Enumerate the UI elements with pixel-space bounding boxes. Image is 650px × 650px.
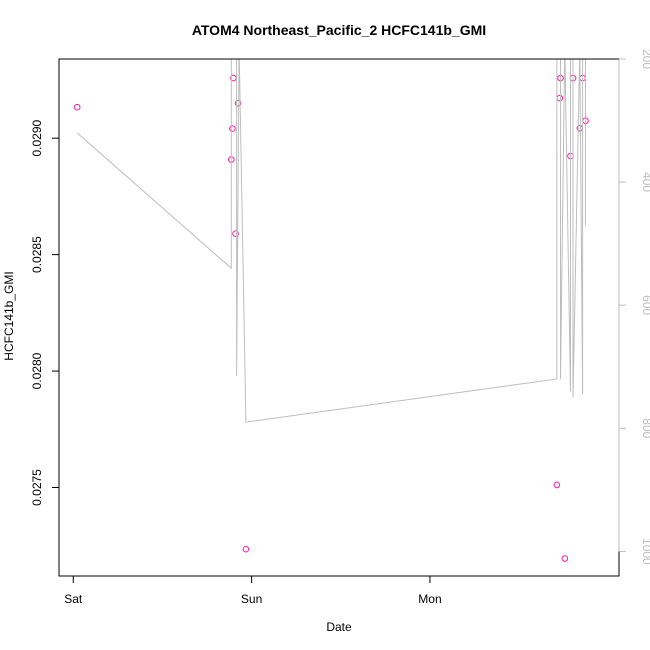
pressure-line [76,59,586,423]
data-point [232,230,239,237]
x-tick-label: Mon [418,592,441,606]
data-point [556,94,564,102]
x-axis-label: Date [326,620,352,634]
data-point [234,99,242,107]
y-tick-label: 0.0290 [30,120,44,157]
data-point [229,125,236,132]
y-tick-label: 0.0285 [30,236,44,273]
y2-tick-label: 400 [640,172,650,192]
y2-tick-label: 800 [640,418,650,438]
y-axis-label: HCFC141b_GMI [2,271,16,360]
plot-area: Sat Sun Mon 0.0275 0.0280 0.0285 0.0290 200 400 6… [30,49,650,606]
data-point [561,555,569,562]
chart-title: ATOM4 Northeast_Pacific_2 HCFC141b_GMI [192,22,486,38]
data-point [553,481,561,489]
plot-frame [58,58,620,577]
x-tick-label: Sat [64,592,83,606]
x-tick-label: Sun [241,592,262,606]
y-tick-label: 0.0280 [30,352,44,389]
data-point [73,103,81,111]
y2-tick-label: 200 [640,49,650,69]
data-point [242,545,250,553]
y2-tick-label: 600 [640,295,650,315]
y-tick-label: 0.0275 [30,469,44,506]
y2-tick-label: 1000 [640,538,650,565]
